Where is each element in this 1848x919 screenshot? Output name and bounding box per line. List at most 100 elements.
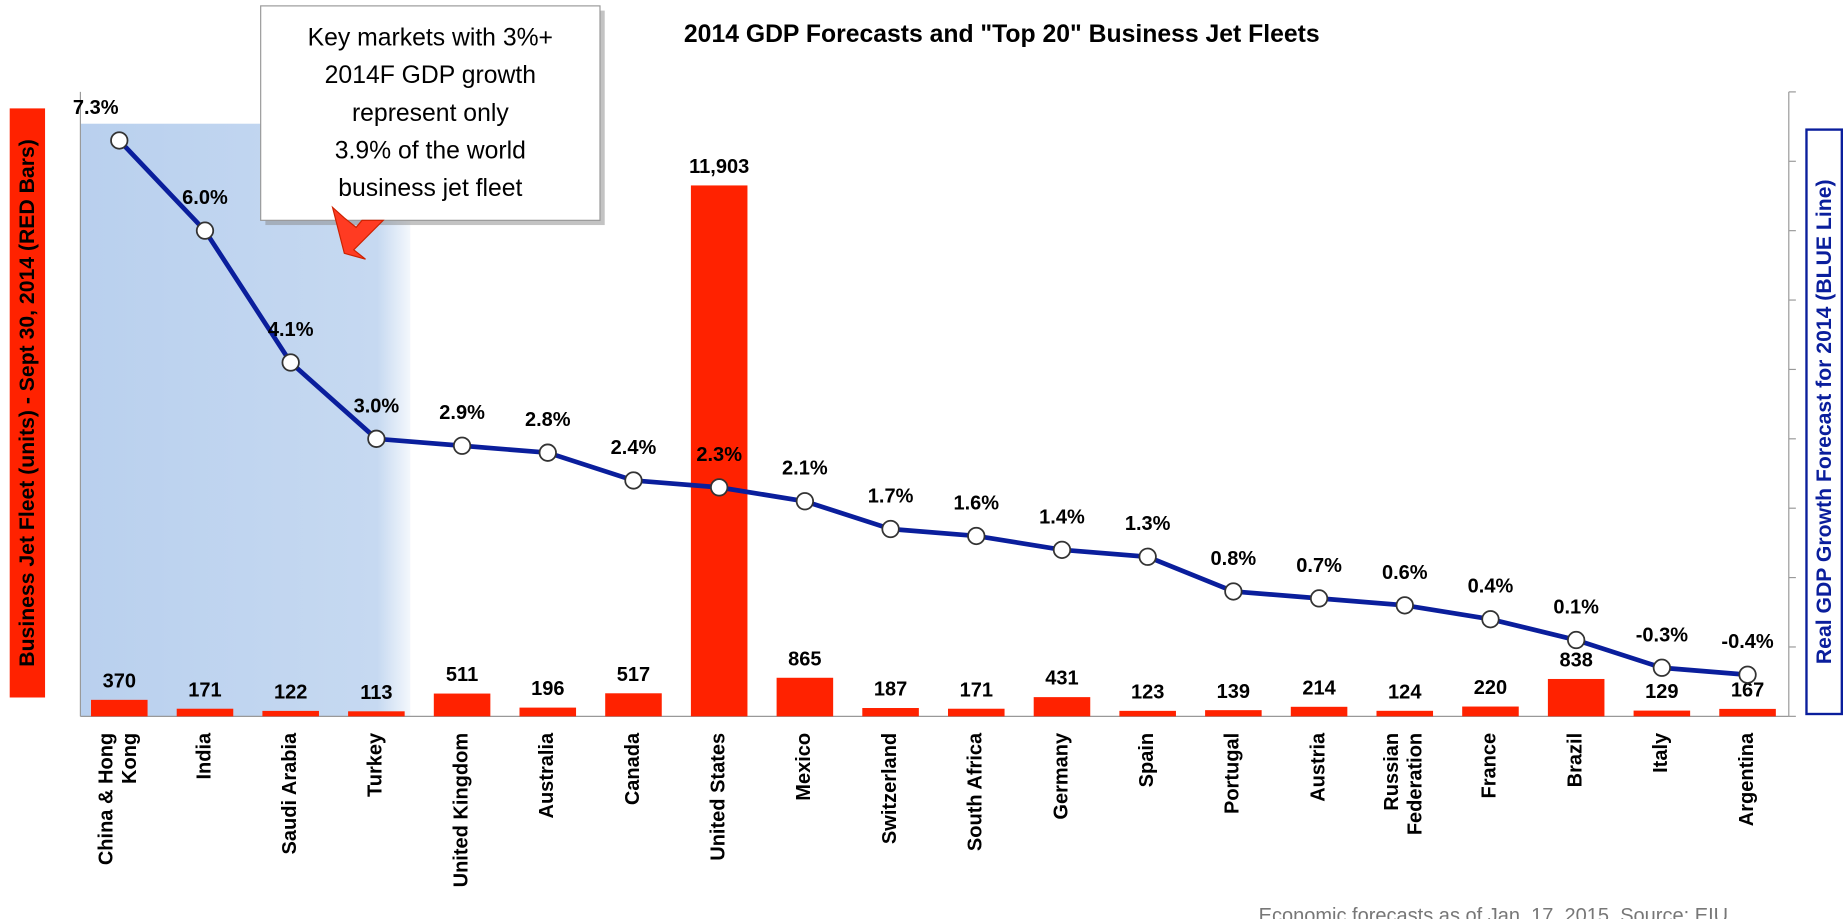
gdp-point	[538, 443, 557, 462]
bar-value-label: 431	[1045, 668, 1078, 690]
bar-value-label: 370	[103, 670, 136, 692]
bar	[690, 185, 748, 717]
left-axis-title: Business Jet Fleet (units) - Sept 30, 20…	[9, 108, 46, 698]
bar	[1462, 706, 1519, 717]
line-value-label: 0.6%	[1382, 562, 1428, 584]
bar	[433, 693, 491, 717]
x-tick-label: Switzerland	[879, 733, 901, 844]
callout: Key markets with 3%+ 2014F GDP growth repr…	[260, 5, 605, 260]
bar	[605, 693, 662, 717]
line-value-label: 1.3%	[1125, 513, 1171, 535]
line-value-label: 4.1%	[268, 319, 314, 341]
x-tick-label: Argentina	[1736, 732, 1758, 826]
bar-value-label: 171	[960, 679, 993, 701]
line-value-label: 2.9%	[439, 402, 485, 424]
bar	[1633, 710, 1691, 717]
gdp-point	[1052, 540, 1072, 559]
bar	[862, 708, 919, 717]
bar-value-label: 220	[1474, 677, 1507, 699]
x-tick-label: China & HongKong	[96, 733, 142, 865]
gdp-point	[1652, 658, 1671, 677]
bar	[1290, 706, 1348, 717]
bar	[1719, 708, 1776, 717]
callout-text: Key markets with 3%+	[308, 24, 553, 51]
gdp-point	[1224, 582, 1243, 601]
gdp-point	[1309, 589, 1329, 608]
line-value-label: -0.4%	[1721, 631, 1773, 653]
bar-value-label: 122	[274, 682, 307, 704]
bar-value-label: 11,903	[689, 156, 749, 178]
bar	[1205, 710, 1262, 717]
x-tick-label: United States	[707, 733, 729, 861]
bar-value-label: 123	[1131, 681, 1164, 703]
bar	[1547, 678, 1605, 717]
source-note: Economic forecasts as of Jan. 17, 2015. …	[1259, 905, 1729, 919]
bar	[262, 710, 319, 717]
x-tick-label: India	[193, 732, 215, 780]
gdp-point	[624, 471, 643, 490]
x-tick-label: South Africa	[965, 732, 987, 851]
bar	[348, 711, 405, 717]
y2-axis-title: Real GDP Growth Forecast for 2014 (BLUE …	[1813, 179, 1836, 664]
gdp-point	[281, 353, 300, 372]
x-tick-label: Canada	[622, 732, 644, 805]
bar-value-label: 511	[446, 664, 478, 686]
callout-arrow	[331, 205, 385, 260]
line-value-label: 6.0%	[182, 187, 228, 209]
gdp-point	[1395, 596, 1414, 615]
line-value-label: -0.3%	[1636, 624, 1688, 646]
gdp-point	[1567, 630, 1586, 650]
line-value-label: 2.1%	[782, 458, 828, 480]
bar	[1376, 710, 1434, 717]
gdp-line	[117, 138, 1748, 678]
chart-title: 2014 GDP Forecasts and "Top 20" Business…	[684, 21, 1320, 48]
x-tick-label: Spain	[1136, 733, 1158, 788]
x-tick-label: Austria	[1307, 732, 1329, 802]
gdp-point	[881, 519, 900, 539]
bar-value-label: 167	[1731, 680, 1764, 702]
bar	[1033, 697, 1091, 717]
line-value-label: 2.4%	[611, 437, 657, 459]
bar	[1119, 710, 1176, 717]
x-tick-label: France	[1479, 733, 1501, 799]
line-value-label: 1.4%	[1039, 506, 1085, 528]
bar-value-label: 187	[874, 679, 907, 701]
line-value-label: 3.0%	[354, 395, 400, 417]
gdp-point	[195, 221, 215, 240]
bar-value-label: 865	[788, 648, 821, 670]
bar-value-label: 838	[1559, 650, 1592, 672]
gdp-point	[452, 436, 472, 455]
bar	[91, 699, 148, 717]
bar-value-label: 139	[1217, 681, 1250, 703]
x-tick-label: Germany	[1050, 732, 1072, 820]
gdp-point	[110, 131, 129, 150]
bar	[519, 707, 577, 717]
callout-text: represent only	[352, 100, 509, 127]
y-axis-title: Business Jet Fleet (units) - Sept 30, 20…	[16, 139, 39, 666]
line-value-label: 0.8%	[1211, 548, 1257, 570]
bar-value-label: 196	[531, 678, 564, 700]
bar-value-label: 129	[1645, 681, 1678, 703]
line-value-label: 2.3%	[696, 444, 742, 466]
x-tick-label: Portugal	[1222, 733, 1244, 814]
gdp-point	[1138, 547, 1157, 566]
x-tick-label: Mexico	[793, 733, 815, 801]
callout-text: 2014F GDP growth	[325, 62, 536, 89]
gdp-point	[795, 492, 815, 511]
bar-value-label: 517	[617, 664, 650, 686]
gdp-point	[710, 478, 729, 497]
line-value-label: 2.8%	[525, 409, 571, 431]
bar	[776, 677, 834, 717]
line-value-label: 0.1%	[1553, 596, 1599, 618]
line-value-label: 1.7%	[868, 485, 914, 507]
bar-value-label: 124	[1388, 681, 1422, 703]
gdp-point	[967, 526, 986, 546]
line-value-label: 7.3%	[73, 97, 119, 119]
bar-value-label: 214	[1302, 677, 1336, 699]
callout-text: business jet fleet	[338, 175, 522, 202]
line-value-label: 1.6%	[953, 492, 999, 514]
x-tick-label: RussianFederation	[1381, 733, 1427, 835]
x-tick-label: Brazil	[1564, 733, 1586, 788]
x-tick-label: Australia	[536, 732, 558, 819]
